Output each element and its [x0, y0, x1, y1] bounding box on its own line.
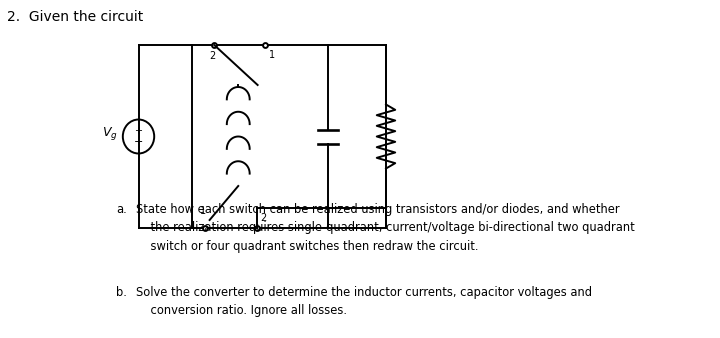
Text: $V_g$: $V_g$	[102, 125, 118, 142]
Text: 2: 2	[210, 51, 215, 61]
Text: 1: 1	[200, 206, 206, 216]
Text: 2: 2	[261, 213, 266, 223]
Text: State how each switch can be realized using transistors and/or diodes, and wheth: State how each switch can be realized us…	[136, 203, 635, 253]
Text: a.: a.	[117, 203, 127, 216]
Text: 1: 1	[269, 50, 275, 60]
Text: −: −	[134, 138, 143, 147]
Text: Solve the converter to determine the inductor currents, capacitor voltages and
 : Solve the converter to determine the ind…	[136, 286, 593, 317]
Text: b.: b.	[117, 286, 127, 298]
Text: +: +	[135, 125, 143, 136]
Text: 2.  Given the circuit: 2. Given the circuit	[7, 10, 143, 24]
